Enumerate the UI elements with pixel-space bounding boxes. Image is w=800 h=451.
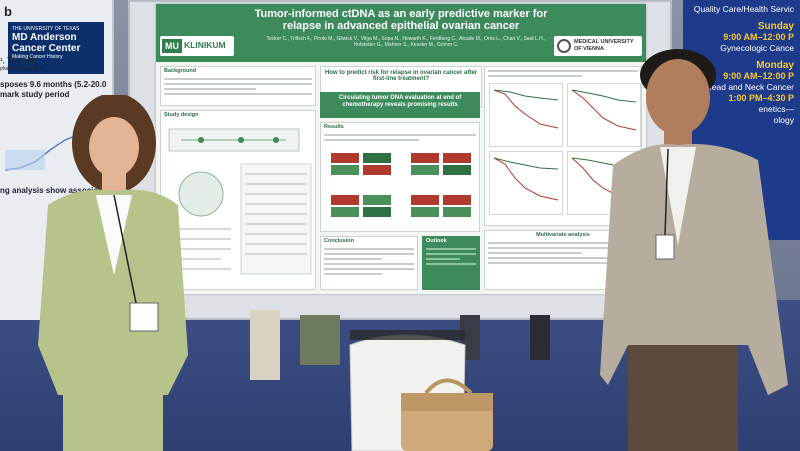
university-seal-icon <box>557 39 571 53</box>
conclusion-heading: Conclusion <box>324 238 354 244</box>
klinikum-logo-text: KLINIKUM <box>184 40 226 50</box>
left-poster-stat2: mark study period <box>0 90 70 99</box>
stat-box <box>411 165 439 175</box>
presenter-woman <box>38 95 188 451</box>
md-anderson-tagline: Making Cancer History <box>12 54 63 60</box>
schedule-extra1: enetics— <box>758 104 794 114</box>
schedule-time3: 1:00 PM–4:30 P <box>728 93 794 103</box>
stat-box <box>411 153 439 163</box>
key-finding-box: Circulating tumor DNA evaluation at end … <box>320 92 480 118</box>
left-poster-fragment: b <box>4 4 12 19</box>
stat-box <box>363 165 391 175</box>
left-poster-analysis: ng analysis show associated <box>0 186 110 195</box>
md-anderson-logo: THE UNIVERSITY OF TEXAS MD Anderson Canc… <box>8 22 104 74</box>
conclusion-panel: Conclusion <box>320 236 418 290</box>
md-anderson-name: MD Anderson Cancer Center <box>12 32 81 54</box>
stat-box <box>331 207 359 217</box>
schedule-time1: 9:00 AM–12:00 P <box>723 32 794 42</box>
multivariate-heading: Multivariate analysis <box>536 232 590 238</box>
km-plot <box>489 83 563 147</box>
background-panel: Background <box>160 66 316 106</box>
schedule-extra2: ology <box>773 115 794 125</box>
mu-klinikum-logo: MU KLINIKUM <box>160 36 234 56</box>
stat-box <box>411 207 439 217</box>
results-heading: Results <box>324 124 344 130</box>
left-poster-company: pharma Group PLC <box>0 66 44 72</box>
background-attendees <box>250 310 550 380</box>
medical-university-vienna-logo: MEDICAL UNIVERSITY OF VIENNA <box>554 36 642 56</box>
key-finding: Circulating tumor DNA evaluation at end … <box>338 95 462 108</box>
mu-logo-mark: MU <box>162 39 182 53</box>
background-heading: Background <box>164 68 197 74</box>
stat-box <box>443 207 471 217</box>
outlook-panel: Outlook <box>422 236 480 290</box>
left-poster-names: ¹, Tran, N.¹, <box>0 56 41 65</box>
schedule-time2: 9:00 AM–12:00 P <box>723 71 794 81</box>
stat-box <box>363 195 391 205</box>
research-question: How to predict risk for relapse in ovari… <box>324 70 478 82</box>
km-plot <box>489 151 563 215</box>
tan-handbag <box>401 378 493 451</box>
research-poster: Tumor-informed ctDNA as an early predict… <box>156 4 646 294</box>
poster-authors: Tecker C., Trillsch F., Pirolo M., Gliwi… <box>266 36 546 48</box>
schedule-track2: Head and Neck Cancer <box>705 82 794 92</box>
stat-box <box>411 195 439 205</box>
stat-box <box>363 153 391 163</box>
schedule-day-sunday: Sunday <box>757 21 794 32</box>
stat-box <box>363 207 391 217</box>
stat-box <box>443 153 471 163</box>
vienna-logo-text: MEDICAL UNIVERSITY OF VIENNA <box>574 39 634 52</box>
results-panel: Results <box>320 122 480 232</box>
stat-box <box>331 195 359 205</box>
study-design-heading: Study design <box>164 112 199 118</box>
poster-title: Tumor-informed ctDNA as an early predict… <box>254 8 548 32</box>
outlook-heading: Outlook <box>426 238 447 244</box>
stat-box <box>443 165 471 175</box>
km-plot <box>567 83 641 147</box>
stat-box <box>443 195 471 205</box>
poster-header: Tumor-informed ctDNA as an early predict… <box>156 4 646 62</box>
schedule-day-monday: Monday <box>756 60 794 71</box>
schedule-line1: Quality Care/Health Servic <box>693 4 794 14</box>
stat-box <box>331 153 359 163</box>
schedule-track1: Gynecologic Cance <box>720 43 794 53</box>
md-anderson-small: THE UNIVERSITY OF TEXAS <box>12 26 80 32</box>
stat-box <box>331 165 359 175</box>
left-poster-stat: sposes 9.6 months (5.2-20.0 <box>0 80 107 89</box>
presenter-man <box>600 49 788 451</box>
